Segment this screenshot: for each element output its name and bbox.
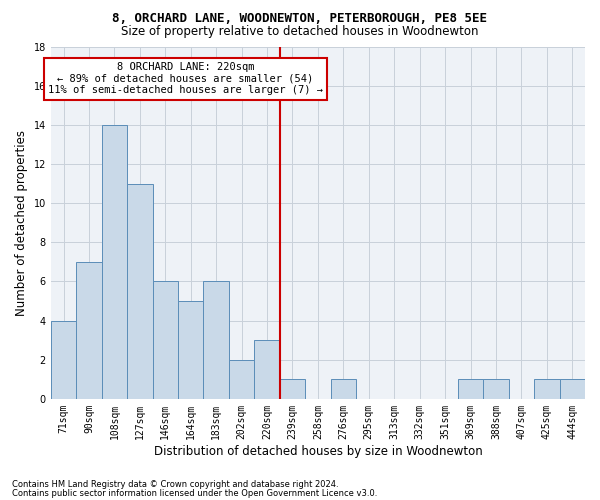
Text: Contains HM Land Registry data © Crown copyright and database right 2024.: Contains HM Land Registry data © Crown c… — [12, 480, 338, 489]
Text: Size of property relative to detached houses in Woodnewton: Size of property relative to detached ho… — [121, 25, 479, 38]
Bar — [483, 380, 509, 399]
Bar — [280, 380, 305, 399]
Bar — [560, 380, 585, 399]
Y-axis label: Number of detached properties: Number of detached properties — [15, 130, 28, 316]
Bar — [127, 184, 152, 399]
Bar — [51, 320, 76, 399]
Text: 8, ORCHARD LANE, WOODNEWTON, PETERBOROUGH, PE8 5EE: 8, ORCHARD LANE, WOODNEWTON, PETERBOROUG… — [113, 12, 487, 26]
Bar — [331, 380, 356, 399]
Bar — [76, 262, 101, 399]
X-axis label: Distribution of detached houses by size in Woodnewton: Distribution of detached houses by size … — [154, 444, 482, 458]
Text: Contains public sector information licensed under the Open Government Licence v3: Contains public sector information licen… — [12, 488, 377, 498]
Bar — [229, 360, 254, 399]
Bar — [458, 380, 483, 399]
Bar — [152, 282, 178, 399]
Bar — [254, 340, 280, 399]
Bar — [178, 301, 203, 399]
Bar — [534, 380, 560, 399]
Bar — [203, 282, 229, 399]
Text: 8 ORCHARD LANE: 220sqm
← 89% of detached houses are smaller (54)
11% of semi-det: 8 ORCHARD LANE: 220sqm ← 89% of detached… — [48, 62, 323, 96]
Bar — [101, 125, 127, 399]
